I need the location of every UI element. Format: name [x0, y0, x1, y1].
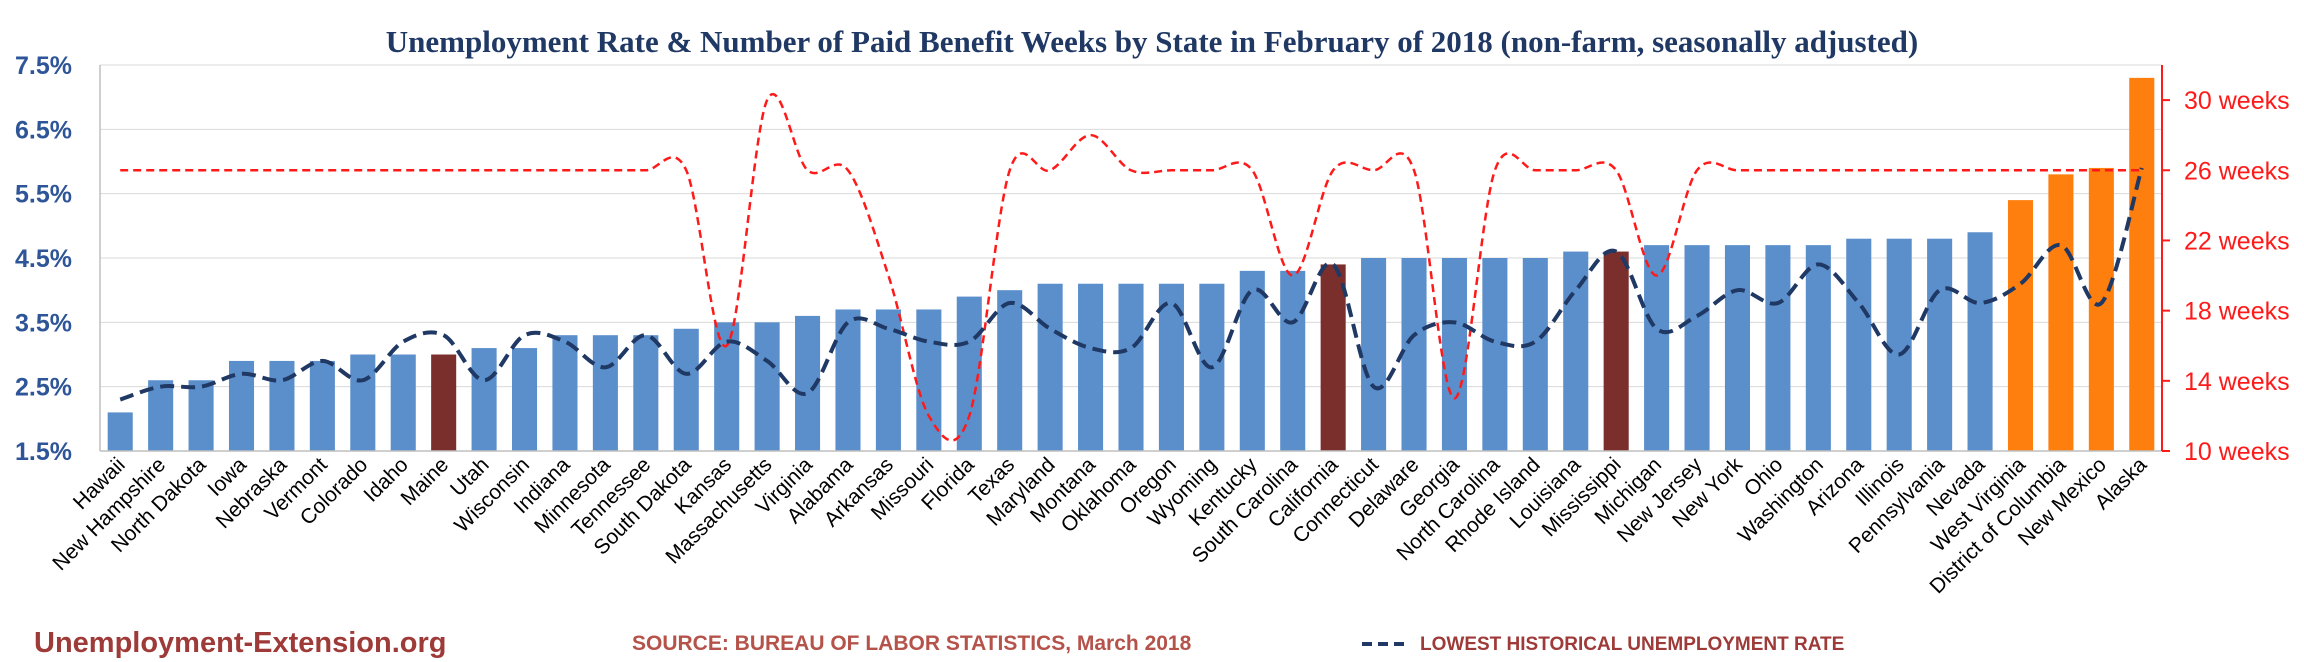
bar — [1078, 283, 1104, 451]
bar — [1522, 258, 1548, 451]
y-tick-label: 2.5% — [15, 374, 72, 402]
y2-tick-label: 22 weeks — [2184, 227, 2290, 255]
bar — [835, 309, 861, 451]
y2-tick-label: 10 weeks — [2184, 438, 2290, 466]
bar — [1967, 232, 1993, 451]
y-tick-label: 4.5% — [15, 245, 72, 273]
bar — [673, 328, 699, 451]
y-tick-label: 3.5% — [15, 309, 72, 337]
bar — [350, 354, 376, 451]
bar — [188, 380, 214, 451]
bar-series — [107, 77, 2155, 451]
bar — [1280, 270, 1306, 451]
chart-title: Unemployment Rate & Number of Paid Benef… — [386, 24, 1918, 59]
line-series — [119, 93, 2144, 442]
series-line-benefit-weeks — [120, 93, 2142, 442]
bar — [754, 322, 780, 451]
y-tick-label: 7.5% — [15, 52, 72, 80]
bar — [390, 354, 416, 451]
bar — [431, 354, 457, 451]
series-line-lowest-rate — [119, 167, 2144, 402]
bar — [511, 348, 538, 451]
bar — [1482, 258, 1508, 451]
bar — [1644, 245, 1670, 451]
y-tick-label: 6.5% — [15, 116, 72, 144]
bar — [552, 335, 578, 451]
bar — [592, 335, 618, 451]
bar — [1846, 238, 1872, 451]
legend-label-lowest-rate: LOWEST HISTORICAL UNEMPLOYMENT RATE — [1420, 634, 1844, 655]
bar — [1765, 245, 1791, 451]
bar — [2048, 174, 2074, 451]
bar — [1361, 258, 1387, 451]
bar — [2129, 77, 2155, 451]
bar — [1401, 258, 1427, 451]
bar — [1037, 283, 1063, 451]
bar — [1805, 245, 1831, 451]
left-axis-labels: 1.5% 2.5% 3.5% 4.5% 5.5% 6.5% 7.5% — [15, 52, 72, 466]
bar — [633, 335, 659, 451]
bar — [2007, 200, 2034, 451]
y-tick-label: 5.5% — [15, 181, 72, 209]
bar — [148, 380, 174, 451]
y2-tick-label: 18 weeks — [2184, 298, 2290, 326]
bar — [107, 412, 133, 451]
bar — [1684, 245, 1710, 451]
bar — [1927, 238, 1953, 451]
bar — [471, 348, 497, 451]
bar — [997, 290, 1023, 451]
bar — [309, 360, 335, 451]
y-tick-label: 1.5% — [15, 438, 72, 466]
bar — [1724, 245, 1751, 451]
right-axis-labels: 10 weeks 14 weeks 18 weeks 22 weeks 26 weeks… — [2162, 87, 2290, 466]
bar — [269, 360, 295, 451]
bar — [1320, 264, 1346, 451]
bar — [1563, 251, 1589, 451]
bar — [2088, 167, 2114, 451]
axes — [99, 65, 2163, 452]
y2-tick-label: 14 weeks — [2184, 368, 2290, 396]
y2-tick-label: 26 weeks — [2184, 157, 2290, 185]
bar — [1441, 258, 1467, 451]
bar — [1239, 270, 1265, 451]
site-name: Unemployment-Extension.org — [34, 627, 447, 659]
bar — [1603, 251, 1629, 451]
source-note: SOURCE: BUREAU OF LABOR STATISTICS, Marc… — [632, 632, 1192, 655]
bar — [1118, 283, 1144, 451]
y2-tick-label: 30 weeks — [2184, 87, 2290, 115]
